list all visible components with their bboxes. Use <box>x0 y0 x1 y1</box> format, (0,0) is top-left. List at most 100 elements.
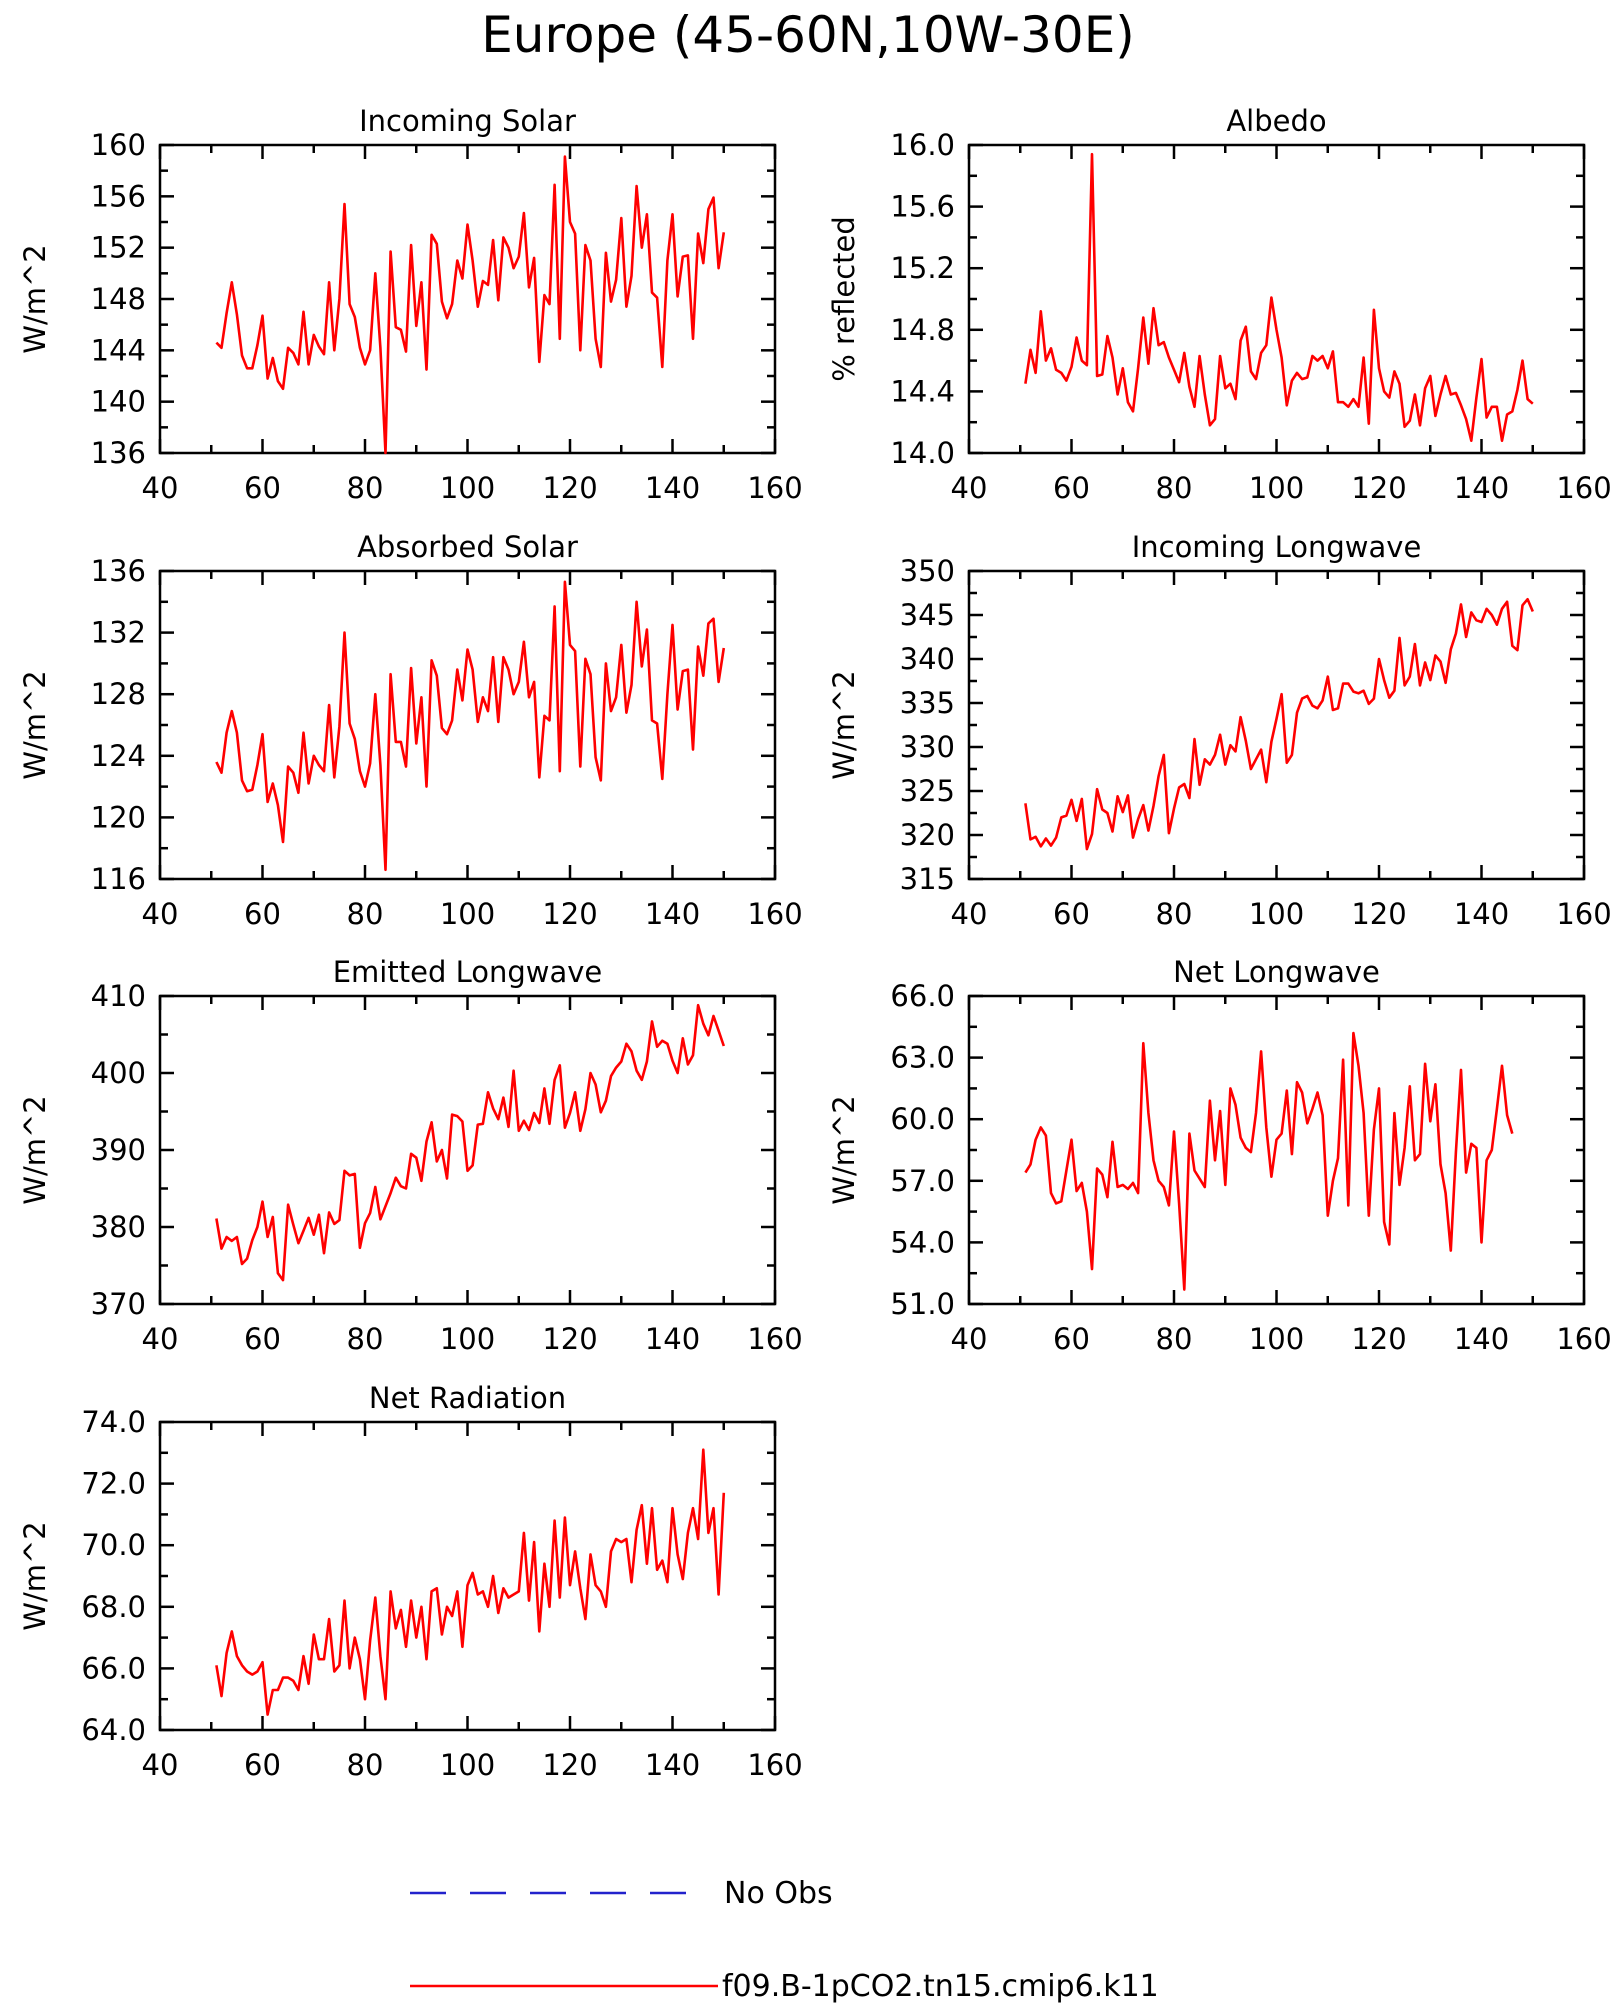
y-tick-label: 390 <box>91 1133 146 1167</box>
x-tick-label: 80 <box>347 1748 384 1782</box>
legend-model-label: f09.B-1pCO2.tn15.cmip6.k11 <box>722 1969 1159 2004</box>
x-tick-label: 100 <box>440 897 495 931</box>
y-axis-label: W/m^2 <box>18 244 52 353</box>
y-tick-label: 66.0 <box>890 979 955 1013</box>
y-tick-label: 15.6 <box>890 190 955 224</box>
x-tick-label: 120 <box>1351 897 1406 931</box>
panel-title: Incoming Longwave <box>1132 530 1422 564</box>
x-tick-label: 140 <box>1454 1322 1509 1356</box>
series-line <box>215 155 726 455</box>
y-tick-label: 315 <box>900 862 955 896</box>
y-tick-label: 132 <box>91 616 146 650</box>
x-tick-label: 60 <box>1053 897 1090 931</box>
panel-title: Emitted Longwave <box>333 955 603 989</box>
y-tick-label: 136 <box>91 436 146 470</box>
x-tick-label: 40 <box>142 1748 179 1782</box>
y-tick-label: 15.2 <box>890 251 955 285</box>
y-tick-label: 148 <box>91 282 146 316</box>
y-axis-label: % reflected <box>827 216 861 382</box>
panel-title: Albedo <box>1226 104 1326 138</box>
panel-5: Emitted Longwave W/m^2 40 60 80 100 120 140 160 3… <box>18 955 803 1356</box>
y-tick-label: 120 <box>91 800 146 834</box>
y-tick-label: 320 <box>900 818 955 852</box>
y-tick-label: 128 <box>91 677 146 711</box>
x-tick-label: 100 <box>440 1322 495 1356</box>
x-tick-label: 60 <box>244 471 281 505</box>
x-tick-label: 40 <box>951 897 988 931</box>
y-tick-label: 57.0 <box>890 1164 955 1198</box>
series-line <box>1024 597 1534 851</box>
x-tick-label: 120 <box>1351 1322 1406 1356</box>
x-tick-label: 140 <box>645 1748 700 1782</box>
y-axis-label: W/m^2 <box>827 670 861 779</box>
x-tick-label: 60 <box>244 897 281 931</box>
x-tick-label: 120 <box>542 1322 597 1356</box>
x-tick-label: 60 <box>244 1322 281 1356</box>
x-tick-label: 120 <box>542 471 597 505</box>
y-axis-label: W/m^2 <box>827 1095 861 1204</box>
y-tick-label: 370 <box>91 1287 146 1321</box>
panel-7: Net Radiation W/m^2 40 60 80 100 120 140 160 64.0… <box>18 1381 803 1782</box>
x-tick-label: 140 <box>645 897 700 931</box>
y-tick-label: 330 <box>900 730 955 764</box>
x-tick-label: 80 <box>347 471 384 505</box>
panel-title: Net Longwave <box>1173 955 1380 989</box>
legend: No Obs f09.B-1pCO2.tn15.cmip6.k11 <box>410 1876 1159 2004</box>
panel-title: Absorbed Solar <box>357 530 578 564</box>
y-tick-label: 144 <box>91 333 146 367</box>
y-tick-label: 345 <box>900 598 955 632</box>
y-tick-label: 68.0 <box>81 1590 146 1624</box>
x-tick-label: 140 <box>1454 471 1509 505</box>
x-tick-label: 60 <box>1053 471 1090 505</box>
x-tick-label: 160 <box>747 897 802 931</box>
series-line <box>215 1003 726 1282</box>
x-tick-label: 40 <box>951 471 988 505</box>
panel-1: Incoming Solar W/m^2 40 60 80 100 120 140 160 136… <box>18 104 803 505</box>
y-tick-label: 72.0 <box>81 1467 146 1501</box>
panel-6: Net Longwave W/m^2 40 60 80 100 120 140 160 51.0 5… <box>827 955 1612 1356</box>
x-tick-label: 160 <box>747 1322 802 1356</box>
plot-frame <box>158 569 777 881</box>
x-tick-label: 80 <box>1156 897 1193 931</box>
series-line <box>1024 152 1534 443</box>
panel-title: Incoming Solar <box>359 104 576 138</box>
y-tick-label: 340 <box>900 642 955 676</box>
x-tick-label: 140 <box>1454 897 1509 931</box>
panel-2: Albedo % reflected 40 60 80 100 120 140 160 14.0 1… <box>827 104 1612 505</box>
x-tick-label: 160 <box>747 1748 802 1782</box>
y-tick-label: 152 <box>91 231 146 265</box>
x-tick-label: 160 <box>1556 1322 1611 1356</box>
y-axis-label: W/m^2 <box>18 670 52 779</box>
x-tick-label: 40 <box>951 1322 988 1356</box>
x-tick-label: 120 <box>542 897 597 931</box>
y-tick-label: 14.4 <box>890 374 955 408</box>
y-tick-label: 350 <box>900 554 955 588</box>
x-tick-label: 160 <box>1556 471 1611 505</box>
x-tick-label: 80 <box>1156 471 1193 505</box>
y-tick-label: 156 <box>91 179 146 213</box>
y-tick-label: 14.0 <box>890 436 955 470</box>
panels: Incoming Solar W/m^2 40 60 80 100 120 140 160 136… <box>18 104 1612 1782</box>
x-tick-label: 40 <box>142 471 179 505</box>
y-tick-label: 63.0 <box>890 1041 955 1075</box>
panel-4: Incoming Longwave W/m^2 40 60 80 100 120 140 160… <box>827 530 1612 931</box>
series-line <box>215 580 726 872</box>
x-tick-label: 80 <box>1156 1322 1193 1356</box>
x-tick-label: 160 <box>1556 897 1611 931</box>
x-tick-label: 120 <box>1351 471 1406 505</box>
series-line <box>1024 1031 1514 1291</box>
x-tick-label: 120 <box>542 1748 597 1782</box>
x-tick-label: 60 <box>1053 1322 1090 1356</box>
legend-obs-label: No Obs <box>724 1876 833 1911</box>
x-tick-label: 100 <box>440 1748 495 1782</box>
y-tick-label: 410 <box>91 979 146 1013</box>
x-tick-label: 140 <box>645 1322 700 1356</box>
panel-title: Net Radiation <box>369 1381 566 1415</box>
y-tick-label: 160 <box>91 128 146 162</box>
x-tick-label: 40 <box>142 897 179 931</box>
y-tick-label: 74.0 <box>81 1405 146 1439</box>
panel-3: Absorbed Solar W/m^2 40 60 80 100 120 140 160 116… <box>18 530 803 931</box>
y-tick-label: 116 <box>91 862 146 896</box>
y-tick-label: 70.0 <box>81 1528 146 1562</box>
